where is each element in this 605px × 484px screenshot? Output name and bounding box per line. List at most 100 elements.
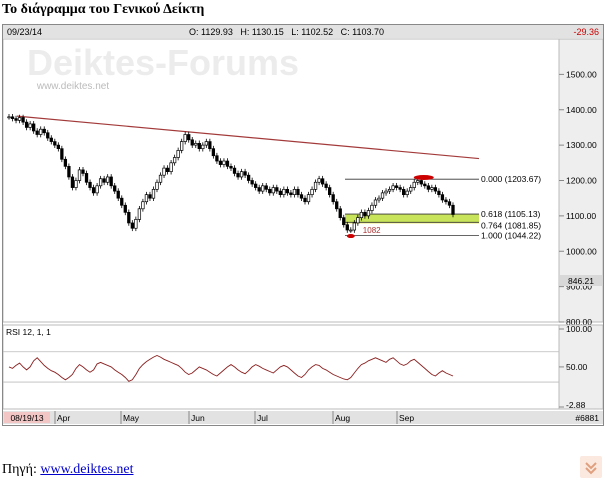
- last-price-label: 846.21: [568, 276, 594, 286]
- candle-body: [391, 185, 395, 190]
- month-label-jul: Jul: [257, 413, 268, 423]
- fib-label-0.618: 0.618 (1105.13): [481, 209, 541, 219]
- candle-body: [102, 178, 106, 183]
- price-tick-label: 1000.00: [566, 246, 597, 256]
- candle-body: [394, 185, 399, 188]
- candle-body: [127, 211, 131, 224]
- candle-body: [433, 187, 438, 192]
- watermark-main: Deiktes-Forums: [27, 42, 299, 83]
- candle-body: [84, 173, 89, 183]
- candle-body: [46, 132, 50, 139]
- candle-body: [222, 160, 226, 165]
- start-date-badge: [4, 412, 50, 423]
- candle-body: [229, 166, 233, 169]
- candle-body: [271, 187, 275, 194]
- fib-annotation: 1082: [363, 226, 381, 235]
- candle-body: [155, 181, 159, 190]
- source-line: Πηγή: www.deiktes.net: [2, 462, 134, 478]
- candle-body: [405, 190, 409, 196]
- price-tick-label: 1300.00: [566, 140, 597, 150]
- candle-body: [165, 167, 170, 173]
- candle-body: [363, 211, 367, 217]
- candle-body: [225, 160, 230, 167]
- candle-body: [352, 222, 356, 231]
- candle-body: [285, 188, 290, 194]
- price-candles: [7, 113, 455, 233]
- candle-body: [356, 217, 360, 224]
- header-change: -29.36: [573, 27, 599, 37]
- candle-body: [42, 128, 46, 134]
- candle-body: [239, 171, 244, 178]
- rsi-tick-label: 50.00: [566, 362, 588, 372]
- fibonacci-lines: 0.000 (1203.67) 0.618 (1105.13)0.764 (108…: [345, 174, 541, 241]
- candle-body: [384, 190, 388, 194]
- candle-body: [194, 143, 198, 146]
- candle-body: [246, 174, 251, 181]
- fib-label-0.000: 0.000 (1203.67): [481, 174, 541, 184]
- candle-body: [426, 185, 430, 190]
- rsi-title: RSI 12, 1, 1: [6, 327, 51, 337]
- candle-body: [387, 188, 392, 192]
- candle-body: [120, 197, 124, 206]
- price-axis: [558, 38, 603, 323]
- candle-body: [151, 188, 156, 199]
- candle-body: [208, 141, 212, 150]
- candle-body: [137, 208, 142, 220]
- candle-body: [88, 181, 92, 188]
- candle-body: [257, 187, 261, 192]
- rsi-reference-lines: [3, 351, 559, 383]
- candle-body: [197, 143, 201, 150]
- price-tick-label: 1500.00: [566, 69, 597, 79]
- candle-body: [204, 141, 208, 146]
- chart-header-bar: [3, 25, 603, 38]
- candle-body: [17, 117, 22, 121]
- candle-body: [14, 118, 18, 121]
- candle-body: [180, 141, 184, 151]
- candle-body: [172, 157, 177, 164]
- candle-body: [63, 158, 68, 167]
- candle-body: [60, 148, 64, 160]
- swing-high-marker: [413, 175, 434, 180]
- candle-body: [289, 192, 293, 196]
- candle-body: [366, 210, 371, 217]
- candle-body: [320, 178, 325, 185]
- candle-body: [275, 187, 279, 192]
- candle-body: [95, 185, 99, 194]
- candle-body: [292, 188, 297, 196]
- candle-body: [130, 222, 134, 229]
- chart-window: 09/23/14 O: 1129.93 H: 1130.15 L: 1102.5…: [2, 24, 604, 426]
- candle-body: [218, 160, 223, 165]
- rsi-line: [8, 355, 454, 382]
- candle-body: [423, 183, 427, 187]
- candle-body: [317, 178, 321, 183]
- source-label: Πηγή:: [2, 462, 37, 477]
- trendline: [16, 115, 480, 160]
- candle-body: [268, 188, 272, 194]
- source-link[interactable]: www.deiktes.net: [40, 462, 134, 477]
- candle-body: [296, 188, 300, 196]
- fib-band-upper: [345, 214, 479, 223]
- candle-body: [299, 194, 304, 199]
- bar-count: #6881: [575, 413, 599, 423]
- fib-label-1.000: 1.000 (1044.22): [481, 231, 541, 241]
- candle-body: [278, 190, 282, 196]
- candle-body: [338, 208, 342, 218]
- candle-body: [98, 178, 103, 187]
- candle-body: [56, 144, 60, 150]
- price-tick-label: 1200.00: [566, 176, 597, 186]
- rsi-tick-label: -2.88: [566, 400, 586, 410]
- candle-body: [444, 199, 448, 203]
- expand-icon[interactable]: [580, 456, 602, 478]
- candle-body: [21, 117, 25, 123]
- candle-body: [24, 121, 29, 128]
- candle-body: [416, 180, 420, 183]
- candle-body: [335, 201, 339, 210]
- candle-body: [451, 204, 455, 215]
- candle-body: [359, 211, 364, 218]
- page-title: Το διάγραμμα του Γενικού Δείκτη: [2, 2, 205, 17]
- candle-body: [106, 176, 110, 183]
- price-tick-label: 1400.00: [566, 105, 597, 115]
- candle-body: [81, 169, 85, 174]
- candle-body: [169, 162, 173, 173]
- candle-body: [409, 187, 413, 192]
